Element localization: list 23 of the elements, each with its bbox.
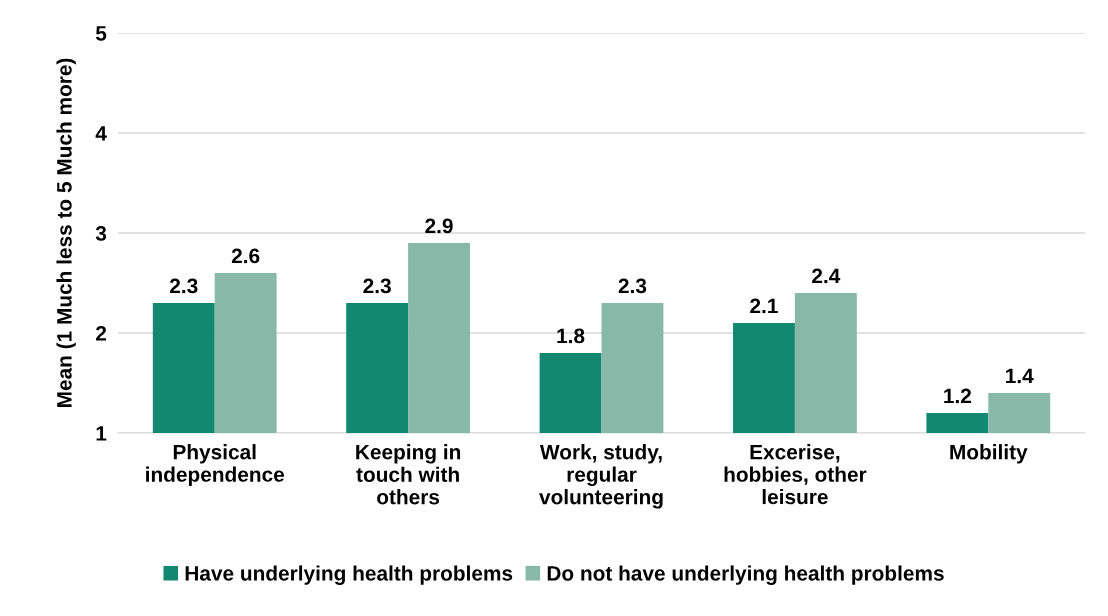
x-tick-label: Work, study, regular volunteering (539, 444, 663, 509)
data-label: 1.8 (557, 328, 585, 344)
y-tick-label: 5 (95, 26, 107, 41)
x-tick-label: Mobility (950, 444, 1028, 464)
x-tick-label: Keeping in touch with others (356, 444, 461, 505)
legend-label: Have underlying health problems (185, 565, 513, 585)
y-tick-label: 1 (96, 426, 107, 441)
data-label: 2.9 (425, 218, 453, 234)
data-label: 2.3 (363, 278, 391, 294)
data-label: 2.4 (812, 268, 841, 284)
x-tick-label: Physical independence (146, 444, 285, 486)
y-tick-label: 2 (96, 326, 107, 341)
data-label: 1.4 (1006, 368, 1034, 384)
data-label: 2.1 (750, 298, 778, 314)
data-label: 2.6 (231, 248, 260, 264)
y-tick-label: 4 (95, 126, 107, 141)
data-label: 2.3 (618, 278, 647, 294)
legend-label: Do not have underlying health problems (547, 565, 944, 585)
data-label: 2.3 (170, 278, 198, 294)
y-axis-title: Mean (1 Much less to 5 Much more) (56, 58, 76, 407)
x-tick-label: Excerise, hobbies, other leisure (724, 444, 867, 505)
y-tick-label: 3 (95, 226, 107, 241)
data-label: 1.2 (944, 388, 971, 404)
